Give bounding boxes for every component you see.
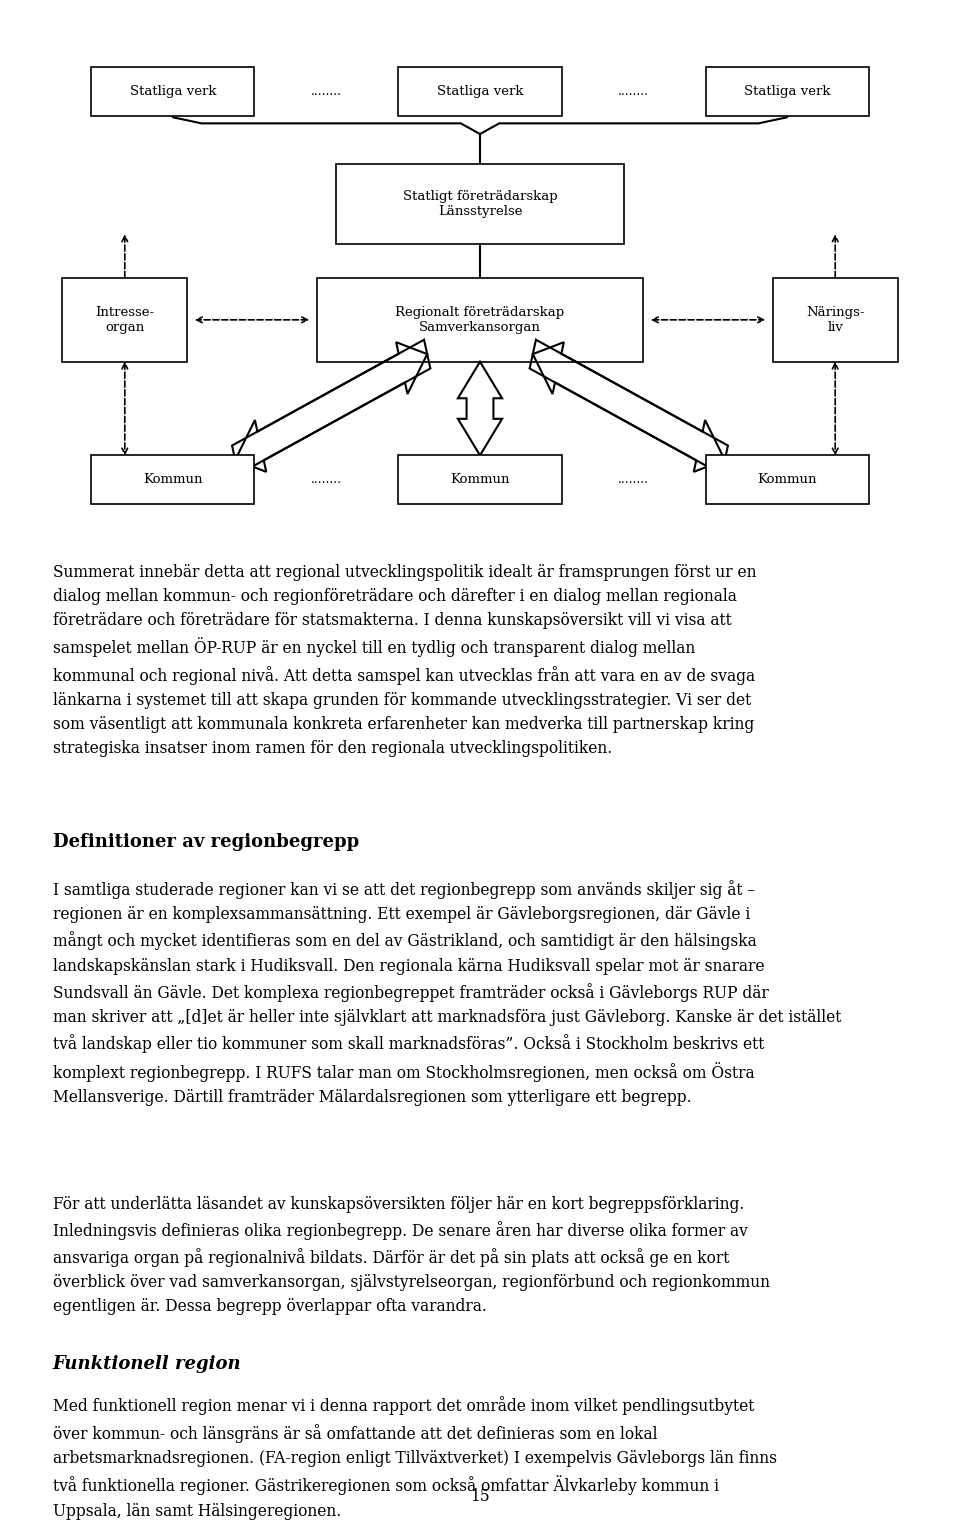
Text: ........: ........ (618, 85, 649, 97)
Text: I samtliga studerade regioner kan vi se att det regionbegrepp som används skilje: I samtliga studerade regioner kan vi se … (53, 880, 841, 1106)
Text: Intresse-
organ: Intresse- organ (95, 306, 155, 334)
Text: Statliga verk: Statliga verk (437, 85, 523, 97)
Text: ........: ........ (311, 85, 342, 97)
FancyBboxPatch shape (706, 455, 869, 504)
Text: ........: ........ (618, 474, 649, 486)
FancyBboxPatch shape (398, 67, 562, 116)
FancyBboxPatch shape (398, 455, 562, 504)
Text: Statligt företrädarskap
Länsstyrelse: Statligt företrädarskap Länsstyrelse (402, 190, 558, 218)
Text: För att underlätta läsandet av kunskapsöversikten följer här en kort begreppsför: För att underlätta läsandet av kunskapsö… (53, 1196, 770, 1314)
FancyBboxPatch shape (706, 67, 869, 116)
Text: Definitioner av regionbegrepp: Definitioner av regionbegrepp (53, 833, 359, 851)
Text: Med funktionell region menar vi i denna rapport det område inom vilket pendlings: Med funktionell region menar vi i denna … (53, 1397, 777, 1520)
FancyBboxPatch shape (91, 67, 254, 116)
FancyBboxPatch shape (317, 277, 643, 361)
Text: Kommun: Kommun (143, 474, 203, 486)
Text: Funktionell region: Funktionell region (53, 1355, 241, 1374)
Text: ........: ........ (311, 474, 342, 486)
Text: Kommun: Kommun (757, 474, 817, 486)
Text: Närings-
liv: Närings- liv (806, 306, 864, 334)
Text: Regionalt företrädarskap
Samverkansorgan: Regionalt företrädarskap Samverkansorgan (396, 306, 564, 334)
FancyBboxPatch shape (62, 277, 187, 361)
Text: Summerat innebär detta att regional utvecklingspolitik idealt är framsprungen fö: Summerat innebär detta att regional utve… (53, 564, 756, 757)
Text: Kommun: Kommun (450, 474, 510, 486)
Text: 15: 15 (470, 1488, 490, 1505)
Text: Statliga verk: Statliga verk (744, 85, 830, 97)
FancyBboxPatch shape (336, 164, 624, 244)
FancyBboxPatch shape (773, 277, 898, 361)
FancyBboxPatch shape (91, 455, 254, 504)
Text: Statliga verk: Statliga verk (130, 85, 216, 97)
